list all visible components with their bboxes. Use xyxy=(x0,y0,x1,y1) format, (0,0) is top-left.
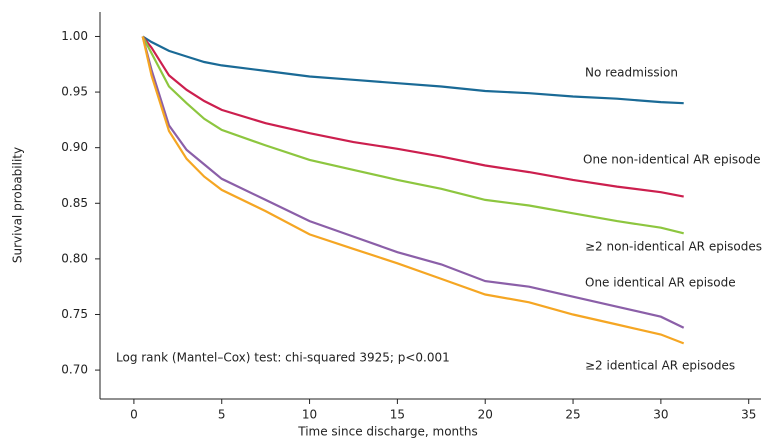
x-tick-label: 15 xyxy=(390,408,405,422)
series-label: One non-identical AR episode xyxy=(583,153,761,167)
y-tick-label: 0.75 xyxy=(61,307,88,321)
series-label: One identical AR episode xyxy=(585,276,736,290)
y-tick-label: 0.95 xyxy=(61,85,88,99)
survival-line xyxy=(141,35,684,235)
x-tick-label: 35 xyxy=(741,408,756,422)
y-tick-label: 1.00 xyxy=(61,29,88,43)
y-tick-label: 0.70 xyxy=(61,363,88,377)
annotation: Log rank (Mantel–Cox) test: chi-squared … xyxy=(116,351,450,365)
x-tick-label: 25 xyxy=(565,408,580,422)
y-tick-label: 0.80 xyxy=(61,251,88,265)
x-tick-label: 5 xyxy=(218,408,226,422)
survival-line xyxy=(142,35,684,105)
y-tick-label: 0.85 xyxy=(61,196,88,210)
series-label: ≥2 non-identical AR episodes xyxy=(585,240,762,254)
x-tick-label: 0 xyxy=(130,408,138,422)
survival-line xyxy=(141,36,685,329)
y-axis-label: Survival probability xyxy=(11,147,25,263)
series-label: No readmission xyxy=(585,66,678,80)
x-tick-label: 10 xyxy=(302,408,317,422)
x-axis-label: Time since discharge, months xyxy=(297,425,477,439)
x-tick-label: 20 xyxy=(478,408,493,422)
survival-line xyxy=(141,35,684,198)
y-tick-label: 0.90 xyxy=(61,140,88,154)
x-tick-label: 30 xyxy=(653,408,668,422)
survival-line xyxy=(141,36,685,345)
series-label: ≥2 identical AR episodes xyxy=(585,359,735,373)
